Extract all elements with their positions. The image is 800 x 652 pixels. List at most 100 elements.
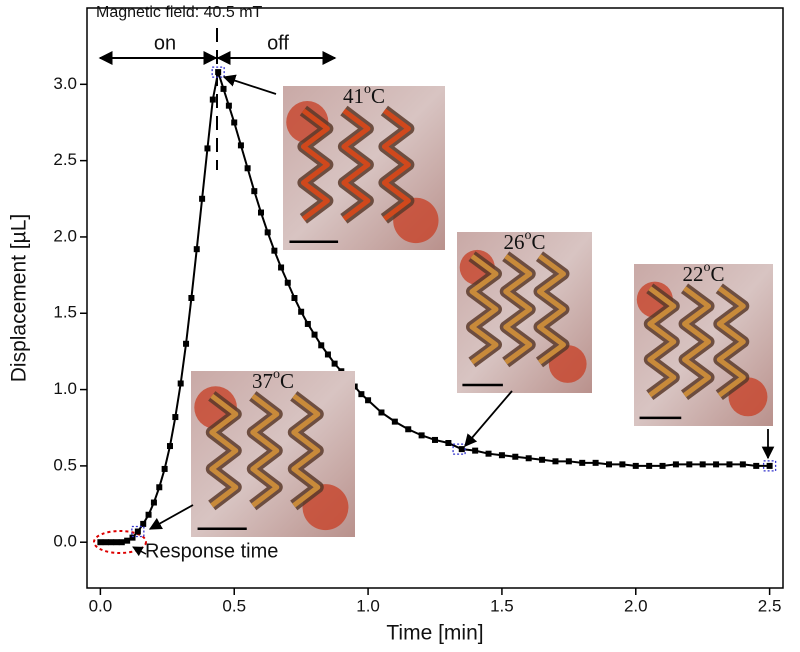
data-point — [172, 414, 179, 421]
inset-label-value: 26 — [503, 230, 524, 254]
data-point — [405, 426, 412, 433]
inset-label-value: 22 — [682, 262, 703, 286]
data-point — [606, 461, 612, 468]
inset-photo — [283, 86, 445, 250]
data-point — [264, 229, 271, 236]
photo-zigzag — [537, 254, 566, 365]
photo-zigzag — [647, 286, 677, 398]
data-point — [231, 119, 238, 126]
data-point — [391, 418, 398, 425]
data-point — [739, 461, 746, 468]
photo-zigzag — [209, 393, 239, 508]
data-point — [311, 331, 318, 338]
inset-label-unit: C — [280, 369, 294, 393]
data-point — [199, 195, 206, 202]
data-point — [251, 188, 258, 195]
data-point — [565, 458, 572, 465]
data-point — [140, 520, 147, 527]
data-point — [134, 528, 141, 535]
data-point — [161, 465, 168, 472]
data-point — [672, 461, 679, 468]
data-point — [358, 391, 365, 398]
data-point — [97, 539, 104, 546]
x-tick-label: 2.0 — [624, 596, 648, 615]
photo-zigzag — [341, 108, 371, 221]
highlight-point — [762, 460, 777, 472]
inset-label-sup: o — [273, 367, 280, 382]
inset-arrow — [222, 74, 277, 95]
highlight-point — [131, 525, 145, 538]
data-point — [244, 165, 251, 172]
photo-zigzag — [291, 393, 321, 508]
response-label: Response time — [145, 540, 278, 562]
data-point — [156, 484, 163, 491]
data-point — [753, 462, 760, 469]
response-arrow — [132, 546, 147, 557]
inset-label-sup: o — [524, 228, 531, 243]
data-point — [298, 308, 305, 315]
data-point — [291, 295, 298, 301]
data-point — [113, 539, 120, 546]
data-point — [726, 461, 733, 468]
inset-photo — [634, 264, 773, 426]
data-point — [324, 351, 331, 358]
data-point — [209, 96, 216, 103]
data-point — [304, 320, 311, 327]
data-point — [145, 511, 152, 518]
y-tick-label: 2.5 — [53, 150, 77, 169]
highlight-point — [452, 443, 466, 455]
response-ellipse — [93, 530, 147, 554]
data-point — [118, 539, 125, 546]
y-tick-label: 1.0 — [53, 379, 77, 398]
inset-label-unit: C — [371, 84, 385, 108]
inset-label-sup: o — [364, 82, 371, 97]
data-point — [686, 461, 693, 468]
data-point — [193, 246, 200, 253]
data-point — [331, 360, 338, 367]
y-tick-label: 0.0 — [53, 532, 77, 551]
inset-photo — [457, 232, 592, 393]
data-point — [445, 440, 452, 446]
data-point — [646, 462, 653, 469]
data-point — [472, 447, 479, 454]
data-point — [498, 452, 505, 459]
inset-label-unit: C — [531, 230, 545, 254]
y-tick-label: 2.0 — [53, 226, 77, 245]
data-point — [579, 459, 586, 466]
data-point — [188, 295, 195, 301]
chart-title: Magnetic field: 40.5 mT — [96, 4, 263, 21]
photo-zigzag — [503, 254, 533, 365]
x-tick-label: 0.0 — [89, 596, 113, 615]
photo-zigzag — [469, 254, 499, 365]
photo-zigzag — [716, 286, 746, 398]
data-point — [129, 534, 136, 541]
data-point — [432, 436, 438, 443]
data-point — [225, 102, 232, 109]
inset-label: 37oC — [252, 367, 294, 393]
data-point — [525, 455, 532, 462]
inset-label: 26oC — [503, 228, 545, 254]
data-point — [458, 446, 465, 453]
data-point — [177, 380, 184, 387]
inset-label-unit: C — [710, 262, 724, 286]
inset-label-value: 37 — [252, 369, 273, 393]
on-label: on — [154, 32, 176, 54]
data-point — [713, 461, 720, 468]
highlight-point — [211, 66, 225, 78]
data-point — [150, 499, 157, 506]
data-point — [485, 450, 492, 457]
data-point — [183, 340, 190, 347]
data-point — [204, 145, 211, 152]
data-point — [632, 462, 639, 469]
inset-label: 22oC — [682, 260, 724, 286]
inset-label-value: 41 — [343, 84, 364, 108]
x-tick-label: 1.0 — [356, 596, 380, 615]
inset-arrow — [148, 504, 194, 530]
y-tick-label: 3.0 — [53, 74, 77, 93]
data-point — [220, 85, 227, 92]
x-tick-label: 0.5 — [222, 596, 246, 615]
photo-zigzag — [300, 108, 330, 221]
data-point — [166, 443, 173, 450]
data-point — [278, 264, 285, 271]
